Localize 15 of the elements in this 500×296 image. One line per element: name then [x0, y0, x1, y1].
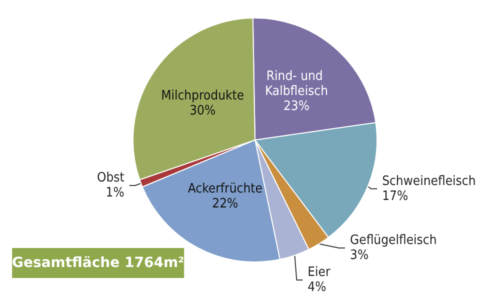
data-label: 23%: [283, 98, 310, 114]
data-label: 30%: [190, 103, 216, 118]
data-label: 4%: [308, 280, 326, 295]
slice-label: Ackerfrüchte: [188, 182, 262, 197]
data-label: 22%: [212, 196, 238, 212]
data-label: 17%: [382, 188, 408, 204]
slice-label: Milchprodukte: [161, 88, 244, 104]
slice-label: Eier: [308, 265, 331, 280]
slice-label: Geflügelfleisch: [350, 233, 437, 248]
slice-label: Schweinefleisch: [382, 174, 476, 189]
data-label: 1%: [106, 185, 124, 200]
data-label: 3%: [350, 248, 369, 263]
slice-label: Obst: [97, 170, 125, 186]
text: Gesamtfläche 1764m²: [12, 255, 184, 271]
slice-label: Rind- und Kalbfleisch: [264, 68, 328, 99]
